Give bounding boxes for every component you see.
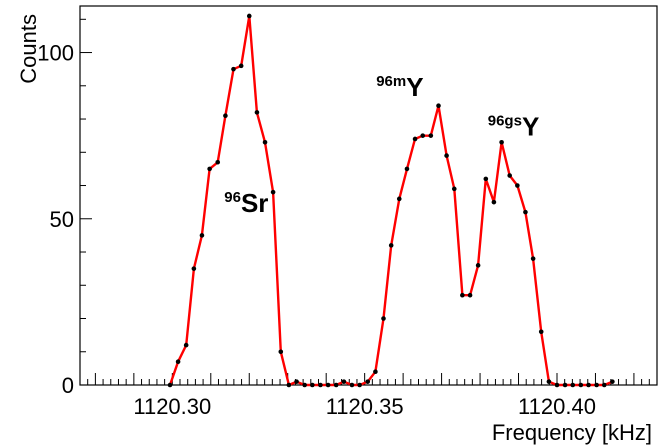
- data-point: [325, 382, 331, 388]
- data-point: [515, 183, 520, 188]
- data-point: [546, 379, 552, 384]
- isotope-symbol: Y: [522, 112, 539, 142]
- data-points-layer: [167, 13, 615, 388]
- data-point: [530, 256, 536, 261]
- data-point: [238, 63, 244, 69]
- data-point: [167, 382, 173, 388]
- data-point: [318, 382, 323, 388]
- data-point: [475, 263, 481, 268]
- isotope-symbol: Y: [406, 72, 423, 102]
- data-point: [444, 153, 449, 158]
- isotope-mass-number: 96: [224, 189, 241, 206]
- data-point: [183, 342, 189, 348]
- data-point: [175, 359, 181, 365]
- data-point: [507, 173, 512, 178]
- data-point: [523, 209, 528, 215]
- data-point: [491, 199, 497, 205]
- data-point: [420, 133, 426, 138]
- axis-ticks: [79, 18, 658, 386]
- isotope-label: 96gsY: [488, 112, 540, 142]
- plot-area-border: [79, 5, 658, 386]
- isotope-label: 96mY: [376, 72, 423, 102]
- plot-frame: [79, 5, 658, 386]
- x-axis-label: Frequency [kHz]: [492, 420, 652, 445]
- isotope-label: 96Sr: [224, 188, 268, 218]
- data-point: [207, 166, 212, 172]
- data-point: [610, 379, 615, 384]
- data-point: [246, 13, 252, 19]
- data-point: [499, 140, 504, 145]
- y-tick-label: 50: [50, 207, 74, 232]
- data-point: [594, 382, 599, 388]
- data-point: [467, 292, 473, 298]
- data-point: [586, 382, 591, 388]
- data-point: [302, 382, 307, 388]
- data-point: [270, 189, 276, 195]
- data-point: [286, 382, 292, 388]
- isotope-symbol: Sr: [241, 188, 268, 218]
- data-point: [396, 196, 402, 202]
- data-point: [436, 103, 441, 109]
- data-point: [215, 159, 221, 165]
- x-tick-label: 1120.40: [518, 394, 596, 419]
- isotope-mass-number: 96m: [376, 73, 406, 90]
- data-point: [451, 186, 457, 192]
- tick-labels-layer: 1120.30 1120.35 1120.40 0 50 100: [37, 41, 596, 419]
- data-point: [357, 382, 362, 388]
- data-point: [341, 379, 347, 384]
- data-point: [262, 140, 268, 145]
- data-point: [578, 382, 584, 388]
- data-point: [388, 243, 394, 248]
- data-point: [570, 382, 576, 388]
- data-point: [199, 233, 205, 238]
- data-point: [404, 166, 410, 172]
- data-point: [412, 136, 418, 142]
- data-point: [223, 113, 228, 119]
- data-point: [373, 369, 378, 375]
- data-point: [294, 379, 299, 384]
- data-point: [349, 382, 355, 388]
- data-point: [460, 292, 465, 298]
- data-point: [381, 316, 386, 321]
- isotope-mass-number: 96gs: [488, 113, 522, 130]
- y-tick-label: 100: [37, 41, 74, 66]
- y-axis-label: Counts: [16, 14, 41, 84]
- data-point: [562, 382, 568, 388]
- data-point: [278, 349, 284, 355]
- y-tick-label: 0: [62, 373, 74, 398]
- data-point: [554, 382, 560, 388]
- data-point: [483, 176, 489, 182]
- data-point: [365, 379, 371, 384]
- data-point: [310, 382, 315, 388]
- data-point: [191, 266, 197, 271]
- x-tick-label: 1120.30: [133, 394, 211, 419]
- x-tick-label: 1120.35: [326, 394, 404, 419]
- data-point: [602, 382, 607, 388]
- data-point: [333, 382, 339, 388]
- data-point: [428, 133, 434, 138]
- data-point: [538, 329, 544, 335]
- data-point: [254, 110, 260, 115]
- data-point: [231, 66, 236, 72]
